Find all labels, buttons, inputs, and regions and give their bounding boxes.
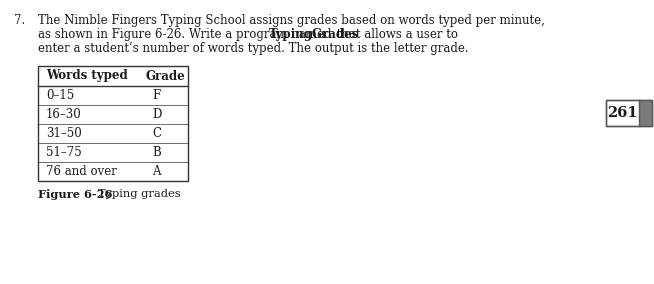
Bar — [38, 66, 188, 181]
Text: TypingGrades: TypingGrades — [269, 28, 360, 41]
Text: 16–30: 16–30 — [46, 108, 82, 121]
Text: 31–50: 31–50 — [46, 127, 82, 140]
Text: D: D — [152, 108, 162, 121]
Text: B: B — [152, 146, 161, 159]
Text: 7.: 7. — [14, 14, 26, 27]
Text: 0–15: 0–15 — [46, 89, 75, 102]
Text: Words typed: Words typed — [46, 70, 128, 82]
Bar — [606, 100, 652, 126]
Text: C: C — [152, 127, 161, 140]
Text: enter a student’s number of words typed. The output is the letter grade.: enter a student’s number of words typed.… — [38, 42, 469, 55]
Text: that allows a user to: that allows a user to — [334, 28, 458, 41]
Text: as shown in Figure 6-26. Write a program named: as shown in Figure 6-26. Write a program… — [38, 28, 336, 41]
Bar — [639, 100, 652, 126]
Text: Grade: Grade — [146, 70, 186, 82]
Text: The Nimble Fingers Typing School assigns grades based on words typed per minute,: The Nimble Fingers Typing School assigns… — [38, 14, 545, 27]
Text: 76 and over: 76 and over — [46, 165, 117, 178]
Text: F: F — [152, 89, 160, 102]
Text: Figure 6-26: Figure 6-26 — [38, 189, 112, 200]
Bar — [606, 100, 652, 126]
Bar — [639, 100, 652, 126]
Text: A: A — [152, 165, 160, 178]
Text: Typing grades: Typing grades — [97, 189, 180, 199]
Text: 261: 261 — [608, 106, 638, 120]
Text: 51–75: 51–75 — [46, 146, 82, 159]
